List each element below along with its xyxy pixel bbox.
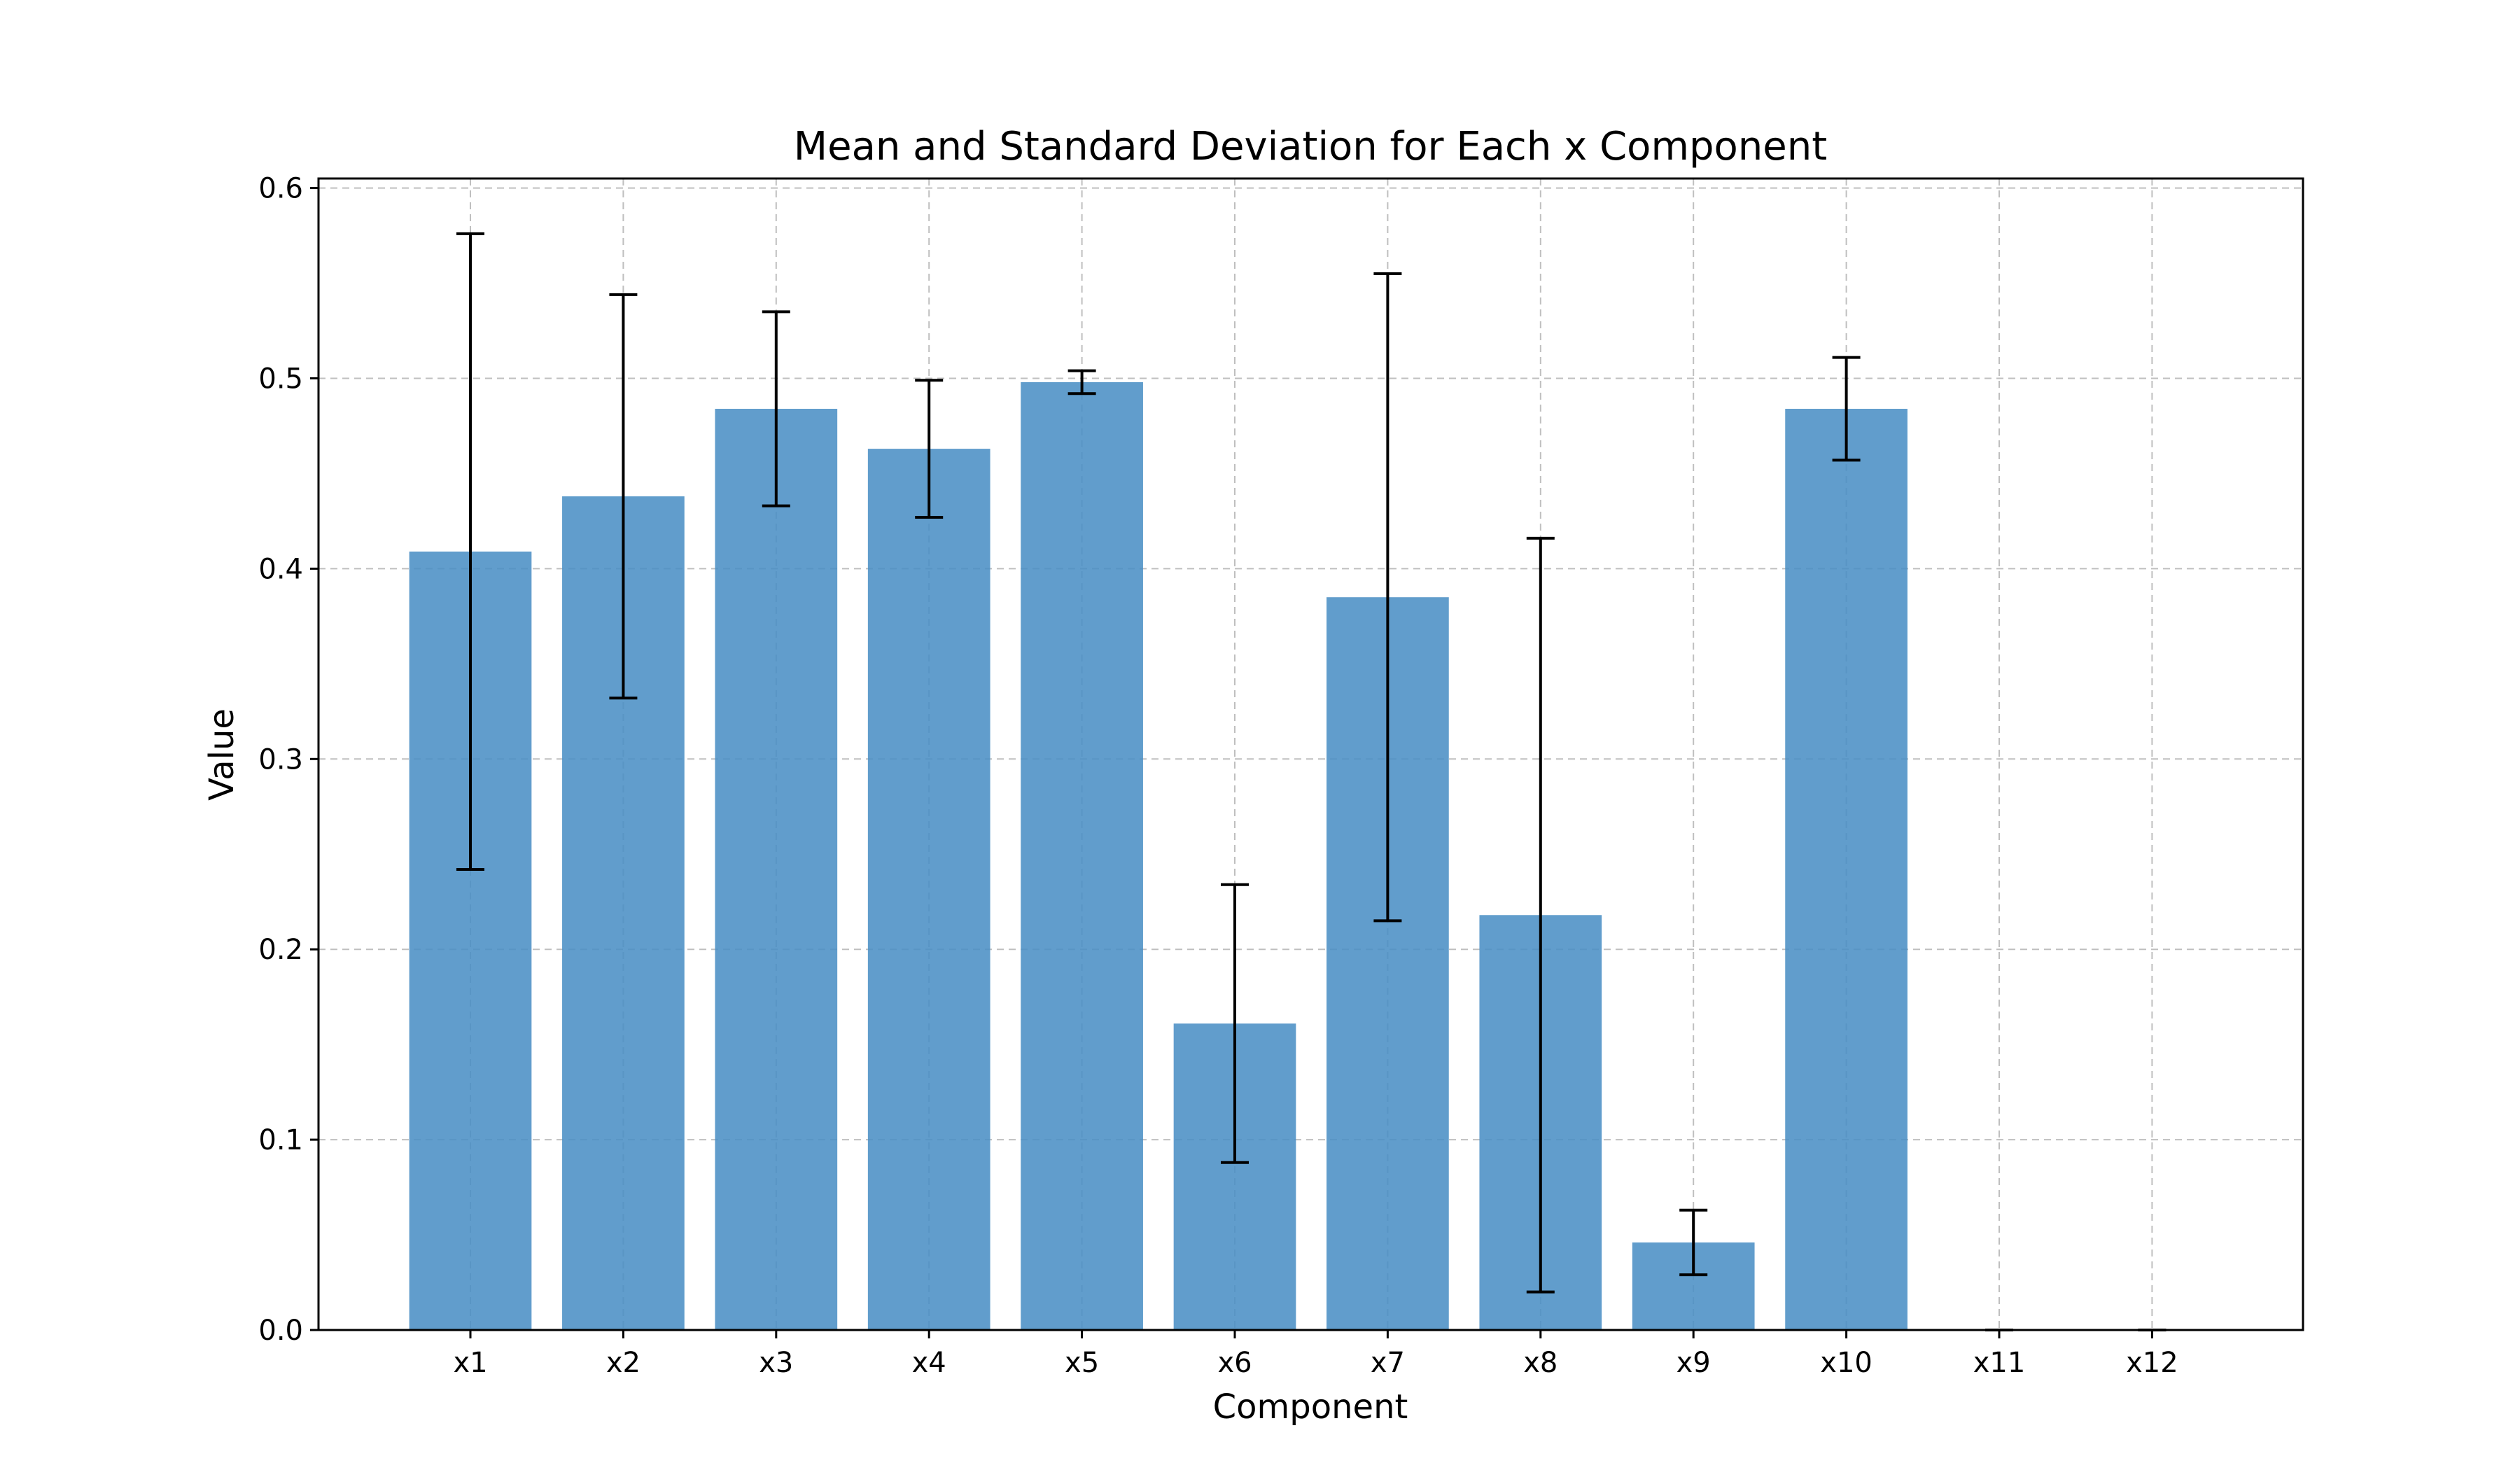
error-bar-x9	[1679, 1208, 1708, 1277]
x-axis: x1 x2 x3 x4 x5 x6 x7 x8 x9 x10 x11 x12	[453, 1330, 2178, 1379]
chart-title: Mean and Standard Deviation for Each x C…	[794, 124, 1827, 169]
x-tick-label-x4: x4	[912, 1347, 946, 1379]
y-tick-label: 0.3	[258, 743, 303, 776]
x-tick-label-x7: x7	[1371, 1347, 1405, 1379]
error-bar-x3	[762, 310, 790, 507]
y-axis-label: Value	[202, 708, 241, 801]
bar-x10	[1785, 409, 1907, 1330]
error-bar-x8	[1526, 536, 1555, 1294]
y-tick-label: 0.1	[258, 1124, 303, 1156]
error-bar-x10	[1832, 356, 1861, 462]
y-tick-label: 0.6	[258, 173, 303, 205]
y-tick-label: 0.0	[258, 1315, 303, 1347]
bar-x4	[867, 449, 990, 1331]
plot-frame	[317, 177, 2304, 1331]
x-tick-label-x2: x2	[606, 1347, 640, 1379]
x-tick-label-x1: x1	[453, 1347, 487, 1379]
x-tick-label-x8: x8	[1523, 1347, 1558, 1379]
error-bar-x1	[456, 232, 484, 871]
y-tick-label: 0.4	[258, 553, 303, 585]
bar-x5	[1021, 382, 1143, 1331]
x-tick-label-x11: x11	[1973, 1347, 2026, 1379]
error-bar-x4	[915, 379, 944, 519]
bar-x3	[715, 409, 838, 1330]
x-tick-label-x10: x10	[1820, 1347, 1872, 1379]
x-tick-label-x12: x12	[2126, 1347, 2178, 1379]
x-tick-label-x5: x5	[1065, 1347, 1099, 1379]
error-bar-x6	[1221, 883, 1249, 1164]
x-tick-label-x3: x3	[759, 1347, 793, 1379]
x-tick-label-x9: x9	[1676, 1347, 1711, 1379]
error-bar-x7	[1373, 272, 1402, 923]
x-tick-label-x6: x6	[1217, 1347, 1252, 1379]
y-axis: 0.0 0.1 0.2 0.3 0.4 0.5 0.6	[258, 173, 318, 1347]
x-axis-label: Component	[1213, 1387, 1408, 1427]
y-tick-label: 0.5	[258, 363, 303, 395]
error-bar-x2	[609, 293, 638, 700]
y-tick-label: 0.2	[258, 934, 303, 966]
error-bar-x5	[1068, 369, 1096, 396]
